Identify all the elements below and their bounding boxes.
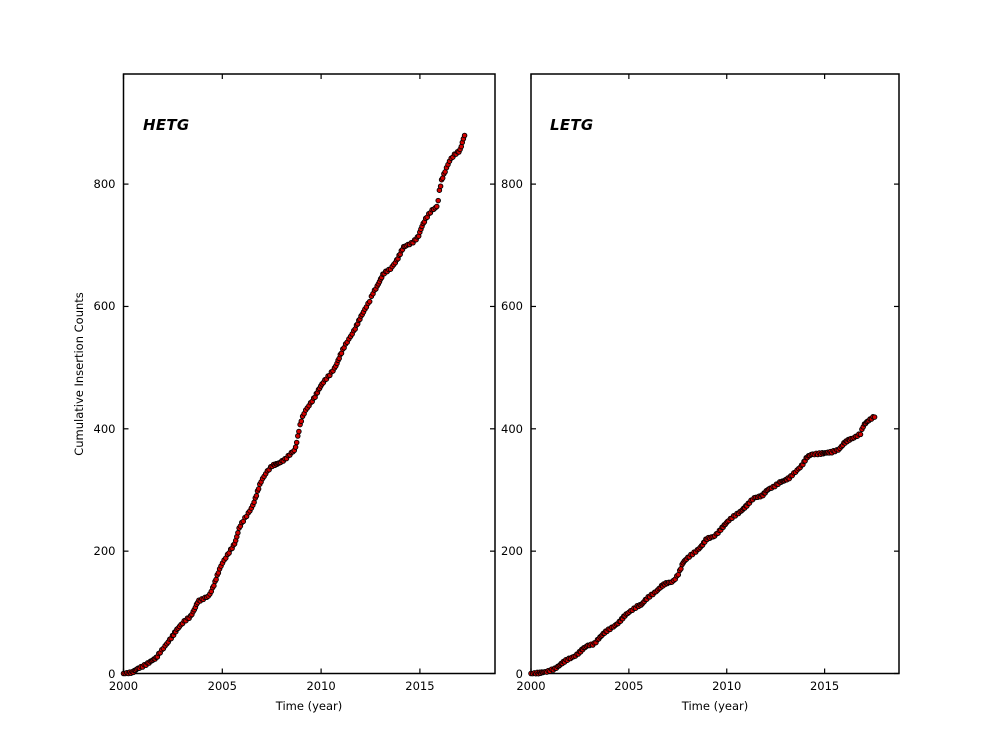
data-point [292,444,299,450]
data-point [435,197,441,204]
x-tick-label: 2000 [108,679,139,693]
data-point [857,431,864,438]
data-point [293,439,300,446]
y-tick-label: 0 [108,666,116,681]
data-point [296,428,302,435]
panel-label-letg: LETG [550,116,594,134]
series-hetg [120,132,468,677]
axes-frame-hetg [122,73,496,675]
y-tick-label: 800 [93,177,116,192]
x-tick-label: 2015 [809,679,840,693]
y-tick-label: 600 [501,299,523,314]
panel-label-hetg: HETG [143,116,190,134]
series-letg [528,414,878,677]
x-tick-label: 2010 [306,679,336,693]
data-point [434,203,440,210]
data-point [295,433,301,439]
x-tick-label: 2005 [614,679,644,693]
x-tick-label: 2000 [516,679,546,693]
data-point [461,132,468,139]
y-tick-label: 400 [93,421,116,436]
y-tick-label: 800 [501,177,523,192]
data-point [366,298,373,305]
y-tick-label: 400 [501,421,523,436]
y-tick-label: 600 [93,299,116,314]
data-point [298,418,305,424]
x-tick-label: 2010 [712,679,742,693]
data-point [255,486,262,492]
data-point [213,576,219,583]
x-axis-title-right: Time (year) [681,699,749,713]
x-axis-title-left: Time (year) [275,699,343,713]
data-point [235,530,241,536]
y-tick-label: 0 [515,666,523,681]
y-axis-title: Cumulative Insertion Counts [72,292,86,456]
data-point [253,493,260,499]
axes-frame-letg [530,73,900,675]
x-tick-label: 2015 [405,679,435,693]
y-tick-label: 200 [501,544,523,559]
data-point [871,414,878,420]
x-tick-label: 2005 [207,679,237,693]
y-tick-label: 200 [93,544,116,559]
data-point [437,183,444,189]
